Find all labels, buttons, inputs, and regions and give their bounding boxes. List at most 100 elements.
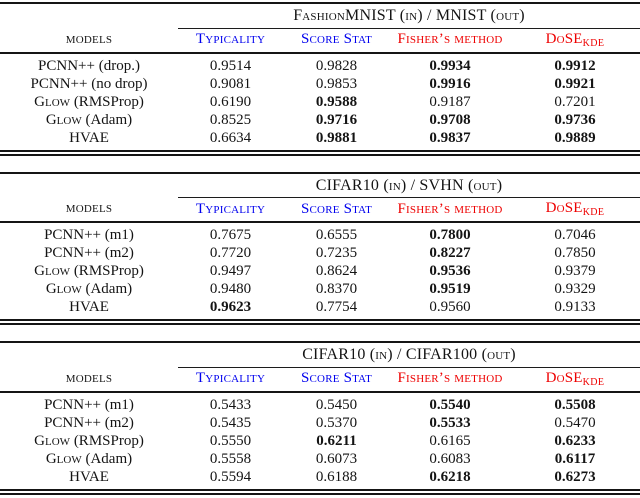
metric-value: 0.9514 <box>209 57 252 74</box>
col-header-label: Score Stat <box>300 31 373 47</box>
metric-value: 0.9133 <box>554 299 596 315</box>
metric-value: 0.6218 <box>429 468 471 485</box>
metric-value: 0.9379 <box>554 263 596 279</box>
table-row: PCNN++ (m1) 0.7675 0.6555 0.7800 0.7046 <box>0 222 640 244</box>
metric-value: 0.9881 <box>315 129 358 146</box>
metric-value: 0.9934 <box>429 57 471 74</box>
metric-value: 0.5533 <box>429 414 471 431</box>
metric-value: 0.8370 <box>315 281 358 297</box>
col-header-typicality: Typicality <box>178 197 283 223</box>
metric-value: 0.9519 <box>429 281 471 297</box>
col-header-fishers-method: Fisher’s method <box>390 367 510 393</box>
model-name: HVAE <box>69 468 109 485</box>
metric-value: 0.9480 <box>209 281 252 297</box>
metric-value: 0.5435 <box>209 414 252 431</box>
table-row: Glow (Adam) 0.5558 0.6073 0.6083 0.6117 <box>0 450 640 468</box>
table-row: HVAE 0.5594 0.6188 0.6218 0.6273 <box>0 468 640 492</box>
col-header-score-stat: Score Stat <box>283 197 390 223</box>
metric-value: 0.7800 <box>429 227 471 243</box>
metric-value: 0.9736 <box>554 111 596 128</box>
col-header-label: Fisher’s method <box>397 31 503 47</box>
model-name: PCNN++ (drop.) <box>38 57 140 74</box>
column-header-row: models Typicality Score Stat Fisher’s me… <box>0 28 640 54</box>
metric-value: 0.7675 <box>209 227 252 243</box>
dataset-title-row: CIFAR10 (in) / SVHN (out) <box>0 172 640 198</box>
metric-value: 0.9497 <box>209 263 252 279</box>
col-header-score-stat: Score Stat <box>283 367 390 393</box>
col-header-label: Typicality <box>195 200 266 217</box>
table-row: HVAE 0.9623 0.7754 0.9560 0.9133 <box>0 298 640 322</box>
metric-value: 0.5433 <box>209 396 252 413</box>
metric-value: 0.6273 <box>554 468 596 485</box>
col-header-label: DoSE <box>545 200 583 216</box>
metric-value: 0.9916 <box>429 75 471 92</box>
metric-value: 0.6073 <box>315 450 358 467</box>
table-title: CIFAR10 (in) / SVHN (out) <box>178 172 640 198</box>
metric-value: 0.9560 <box>429 299 471 315</box>
model-name: Glow (Adam) <box>45 111 133 128</box>
metric-value: 0.8525 <box>209 111 252 128</box>
metric-value: 0.9588 <box>315 93 358 110</box>
table-row: PCNN++ (m2) 0.5435 0.5370 0.5533 0.5470 <box>0 414 640 432</box>
metric-value: 0.5508 <box>554 396 596 413</box>
dataset-title-row: FashionMNIST (in) / MNIST (out) <box>0 3 640 29</box>
col-header-fishers-method: Fisher’s method <box>390 28 510 54</box>
metric-value: 0.5540 <box>429 396 471 413</box>
model-name: Glow (RMSProp) <box>34 263 144 279</box>
dataset-title-row: CIFAR10 (in) / CIFAR100 (out) <box>0 342 640 368</box>
col-header-dose-kde: DoSEKDE <box>510 197 640 223</box>
col-header-subscript: KDE <box>582 37 605 49</box>
metric-value: 0.9912 <box>554 57 596 74</box>
table-row: Glow (RMSProp) 0.6190 0.9588 0.9187 0.72… <box>0 93 640 111</box>
col-header-label: Fisher’s method <box>397 200 503 217</box>
col-header-dose-kde: DoSEKDE <box>510 28 640 54</box>
metric-value: 0.9921 <box>554 75 596 92</box>
col-header-subscript: KDE <box>582 207 605 218</box>
metric-value: 0.9536 <box>429 263 471 279</box>
model-name: PCNN++ (m1) <box>44 396 134 413</box>
metric-value: 0.9081 <box>209 75 252 92</box>
model-name: PCNN++ (no drop) <box>30 75 148 92</box>
metric-value: 0.5550 <box>209 432 252 449</box>
model-name: PCNN++ (m1) <box>44 227 134 243</box>
table-row: Glow (RMSProp) 0.9497 0.8624 0.9536 0.93… <box>0 262 640 280</box>
metric-value: 0.7850 <box>554 245 596 261</box>
metric-value: 0.7754 <box>315 299 358 315</box>
metric-value: 0.9187 <box>429 93 471 110</box>
col-header-label: Score Stat <box>300 370 373 386</box>
models-column-header: models <box>0 367 178 393</box>
metric-value: 0.6233 <box>554 432 596 449</box>
col-header-label: Fisher’s method <box>397 370 503 386</box>
table-row: PCNN++ (m2) 0.7720 0.7235 0.8227 0.7850 <box>0 244 640 262</box>
corner-spacer <box>0 3 178 28</box>
table-cifar10-cifar100: CIFAR10 (in) / CIFAR100 (out) models Typ… <box>0 341 640 495</box>
table-row: HVAE 0.6634 0.9881 0.9837 0.9889 <box>0 129 640 153</box>
table-row: PCNN++ (drop.) 0.9514 0.9828 0.9934 0.99… <box>0 53 640 75</box>
col-header-label: DoSE <box>545 30 583 47</box>
col-header-label: Typicality <box>195 31 266 47</box>
metric-value: 0.5558 <box>209 450 252 467</box>
metric-value: 0.5450 <box>315 396 358 413</box>
model-name: Glow (RMSProp) <box>34 432 144 449</box>
col-header-typicality: Typicality <box>178 367 283 393</box>
table-row: PCNN++ (m1) 0.5433 0.5450 0.5540 0.5508 <box>0 392 640 414</box>
table-row: Glow (Adam) 0.9480 0.8370 0.9519 0.9329 <box>0 280 640 298</box>
corner-spacer <box>0 342 178 367</box>
col-header-label: Score Stat <box>300 200 373 217</box>
metric-value: 0.6190 <box>209 93 252 110</box>
col-header-score-stat: Score Stat <box>283 28 390 54</box>
metric-value: 0.9329 <box>554 281 596 297</box>
col-header-typicality: Typicality <box>178 28 283 54</box>
metric-value: 0.9828 <box>315 57 358 74</box>
metric-value: 0.7235 <box>315 245 358 261</box>
metric-value: 0.6117 <box>554 450 596 467</box>
metric-value: 0.6165 <box>429 432 471 449</box>
table-fashionmnist-mnist: FashionMNIST (in) / MNIST (out) models T… <box>0 2 640 156</box>
table-cifar10-svhn: CIFAR10 (in) / SVHN (out) models Typical… <box>0 171 640 325</box>
metric-value: 0.7720 <box>209 245 252 261</box>
metric-value: 0.6211 <box>316 432 357 449</box>
metric-value: 0.9716 <box>315 111 358 128</box>
metric-value: 0.9837 <box>429 129 471 146</box>
metric-value: 0.6634 <box>209 129 252 146</box>
metric-value: 0.5594 <box>209 468 252 485</box>
